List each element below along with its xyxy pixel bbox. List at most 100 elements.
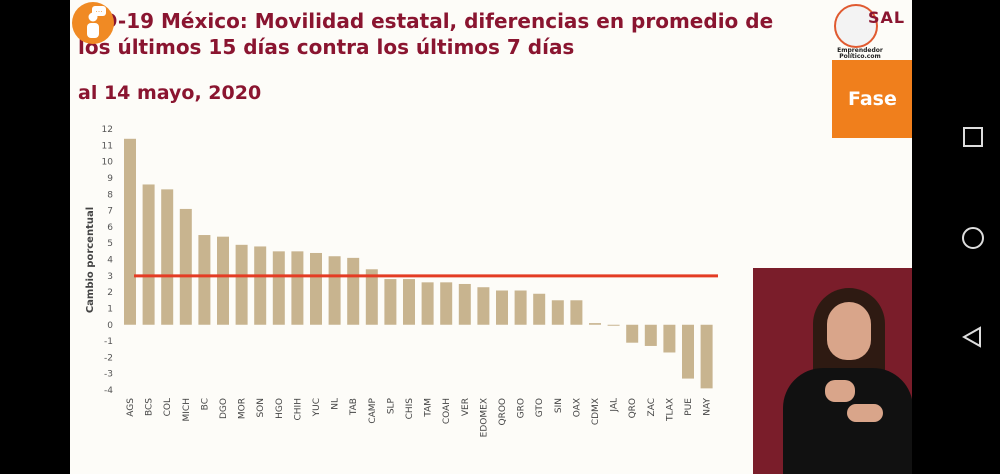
bar-zac xyxy=(644,324,657,346)
back-button[interactable] xyxy=(962,326,982,348)
x-tick-label: OAX xyxy=(572,398,582,417)
y-tick-label: 0 xyxy=(107,321,113,331)
y-axis-label: Cambio porcentual xyxy=(85,207,96,313)
bar-ags xyxy=(124,138,136,325)
bar-chis xyxy=(403,279,415,325)
x-tick-label: GRO xyxy=(517,398,527,418)
salud-logo-text: SAL xyxy=(868,8,906,27)
interpreter-hand xyxy=(825,380,855,402)
android-nav-bar xyxy=(940,0,1000,474)
x-tick-label: JAL xyxy=(610,398,620,413)
bar-slp xyxy=(384,279,397,325)
slide: VID-19 México: Movilidad estatal, difere… xyxy=(70,0,912,474)
chart-subtitle: al 14 mayo, 2020 xyxy=(78,82,262,104)
watermark-brand: Emprendedor Político.com xyxy=(837,47,883,60)
x-tick-label: YUC xyxy=(312,398,322,417)
y-tick-label: 6 xyxy=(107,223,113,233)
y-tick-label: 7 xyxy=(107,207,113,217)
sign-language-interpreter-video xyxy=(753,268,912,474)
salud-emblem-icon xyxy=(834,4,878,48)
x-tick-label: GTO xyxy=(535,398,545,417)
bar-chih xyxy=(291,251,304,325)
bar-bcs xyxy=(142,184,155,325)
x-tick-label: NL xyxy=(331,398,341,410)
recent-apps-button[interactable] xyxy=(963,127,983,147)
home-button[interactable] xyxy=(962,227,984,249)
bar-qro xyxy=(626,324,639,343)
bar-oax xyxy=(570,300,583,325)
bar-bc xyxy=(198,235,211,325)
speech-bubble-icon: … xyxy=(92,6,106,16)
y-tick-label: -4 xyxy=(104,386,113,396)
mobility-bar-chart: AGS BCS COL MICH BC DGO MOR SON HGO CHIH YUC NL TAB C… xyxy=(85,125,718,437)
bar-tam xyxy=(421,282,434,325)
bar-col xyxy=(161,189,174,325)
bar-son xyxy=(254,246,267,325)
bar-tab xyxy=(347,257,360,325)
y-tick-label: 12 xyxy=(102,125,113,135)
bar-sin xyxy=(551,300,564,325)
x-tick-label: BC xyxy=(200,398,210,410)
x-tick-label: CHIH xyxy=(293,398,303,420)
bar-coah xyxy=(440,282,453,325)
y-tick-label: 2 xyxy=(107,288,113,298)
y-tick-label: -3 xyxy=(104,370,113,380)
x-tick-label: NAY xyxy=(703,398,713,416)
fase-banner: Fase xyxy=(832,60,912,138)
bar-cdmx xyxy=(589,323,601,325)
x-tick-label: CHIS xyxy=(405,398,415,420)
bar-hgo xyxy=(272,251,285,325)
x-tick-label: BCS xyxy=(145,398,155,416)
chart-title: VID-19 México: Movilidad estatal, difere… xyxy=(78,9,774,59)
x-tick-label: AGS xyxy=(126,398,136,417)
y-tick-label: 11 xyxy=(102,141,113,151)
channel-logo-icon: … xyxy=(72,2,114,44)
bar-gto xyxy=(533,293,546,325)
x-tick-label: PUE xyxy=(684,398,694,416)
x-tick-label: MOR xyxy=(238,398,248,419)
bar-nay xyxy=(700,324,713,389)
x-tick-label: CAMP xyxy=(368,397,378,423)
person-icon xyxy=(87,12,99,38)
bar-mich xyxy=(179,208,192,325)
x-tick-label: TLAX xyxy=(665,398,675,422)
x-tick-label: TAM xyxy=(424,398,434,418)
x-tick-label: COL xyxy=(163,398,173,416)
y-tick-label: 5 xyxy=(107,239,113,249)
x-tick-label: SLP xyxy=(386,397,396,414)
x-tick-label: MICH xyxy=(182,398,192,421)
bar-qroo xyxy=(496,290,508,325)
bar-gro xyxy=(514,290,527,325)
y-tick-label: 3 xyxy=(107,272,113,282)
x-tick-label: SON xyxy=(256,398,266,418)
y-tick-label: 10 xyxy=(102,158,114,168)
bar-tlax xyxy=(663,324,676,353)
x-tick-label: CDMX xyxy=(591,398,601,425)
interpreter-hand xyxy=(847,404,883,422)
salud-logo: SAL Emprendedor Político.com xyxy=(830,2,912,60)
bar-mor xyxy=(235,244,248,325)
x-tick-label: QROO xyxy=(498,398,508,426)
y-tick-label: 4 xyxy=(107,256,113,266)
interpreter-face xyxy=(827,302,871,360)
bar-camp xyxy=(365,269,378,325)
bar-edomex xyxy=(477,287,490,325)
x-tick-label: SIN xyxy=(554,398,564,413)
x-tick-label: HGO xyxy=(275,398,285,419)
x-tick-label: DGO xyxy=(219,398,229,419)
bar-nl xyxy=(328,256,341,325)
y-tick-label: 1 xyxy=(107,304,113,314)
y-tick-label: -2 xyxy=(104,353,113,363)
bar-dgo xyxy=(217,236,229,325)
x-tick-label: EDOMEX xyxy=(479,398,489,437)
bar-jal xyxy=(607,324,620,326)
x-tick-label: TAB xyxy=(349,398,359,416)
bar-ver xyxy=(458,283,471,325)
bar-yuc xyxy=(310,252,322,325)
x-tick-label: ZAC xyxy=(647,398,657,416)
bar-pue xyxy=(682,324,694,379)
x-tick-label: VER xyxy=(461,398,471,416)
y-tick-label: 9 xyxy=(107,174,113,184)
fase-label: Fase xyxy=(848,88,897,110)
x-tick-label: QRO xyxy=(628,398,638,418)
